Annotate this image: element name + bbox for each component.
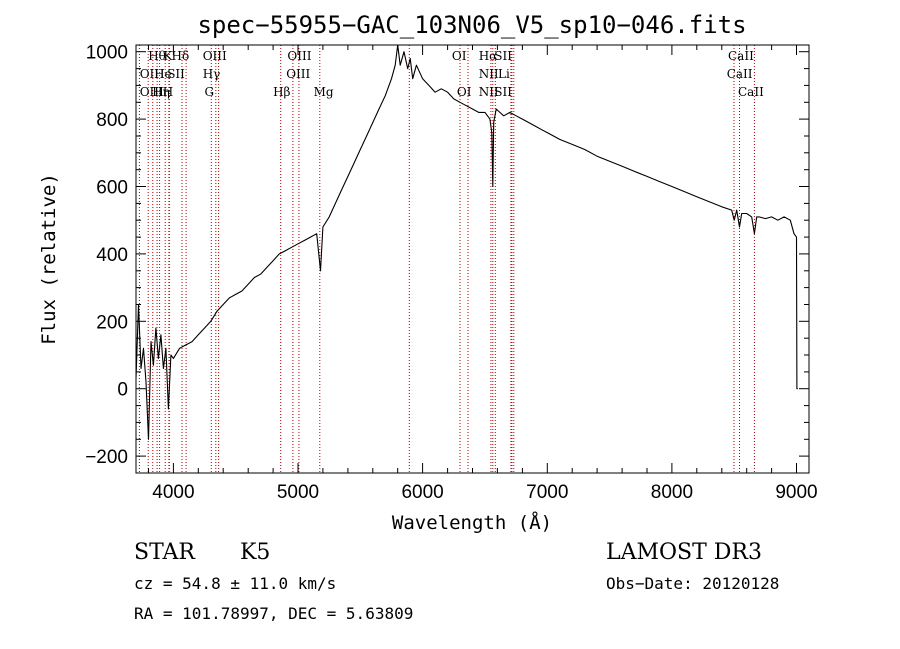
line-marker-label-10: OIII	[203, 49, 227, 63]
obs-date: Obs−Date: 20120128	[606, 574, 779, 593]
line-marker-label-4: Hη	[152, 85, 170, 99]
line-marker-labels: Hθ OII OIII He Hη KIH SII Hδ OIII Hγ G Hβ OIII OIII Mg…	[140, 49, 764, 99]
line-marker-label-20: Hα	[479, 49, 498, 63]
line-marker-label-2: OIII	[140, 85, 164, 99]
line-marker-label-8: SII	[167, 67, 185, 81]
line-marker-label-6: I	[160, 67, 165, 81]
line-marker-label-12: G	[205, 85, 215, 99]
line-marker-label-24: NII	[479, 85, 499, 99]
line-marker-label-9: Hδ	[172, 49, 190, 63]
y-axis-ticks: −200 0 200 400 600 800 1000	[85, 43, 809, 468]
y-tick-label-0: −200	[85, 447, 128, 468]
object-class: STAR	[134, 540, 196, 565]
line-marker-label-28: CaII	[738, 85, 764, 99]
x-tick-label-0: 4000	[152, 482, 194, 503]
chart-title: spec−55955−GAC_103N06_V5_sp10−046.fits	[197, 11, 746, 39]
line-marker-label-25: SII	[494, 85, 512, 99]
line-marker-label-21: SII	[494, 49, 512, 63]
line-marker-label-11: Hγ	[203, 67, 221, 81]
line-marker-label-13: Hβ	[273, 85, 290, 99]
line-marker-label-0: Hθ	[148, 49, 166, 63]
line-marker-label-22: NII	[479, 67, 499, 81]
line-marker-label-26: CaII	[728, 49, 754, 63]
line-marker-label-3: He	[154, 67, 172, 81]
coordinates: RA = 101.78997, DEC = 5.63809	[134, 604, 413, 623]
x-tick-label-5: 9000	[775, 482, 817, 503]
y-axis-label: Flux (relative)	[38, 173, 60, 345]
y-tick-label-1: 0	[117, 380, 128, 401]
line-marker-label-23: Li	[498, 67, 510, 81]
line-marker-label-16: Mg	[314, 85, 334, 99]
spectrum-line	[135, 44, 798, 440]
x-tick-label-3: 7000	[526, 482, 568, 503]
y-tick-label-3: 400	[96, 245, 128, 266]
line-marker-label-19: OI	[457, 85, 472, 99]
line-marker-label-1: OII	[140, 67, 160, 81]
line-marker-label-14: OIII	[287, 49, 311, 63]
y-tick-label-4: 600	[96, 178, 128, 199]
x-tick-label-2: 6000	[401, 482, 443, 503]
redshift-cz: cz = 54.8 ± 11.0 km/s	[134, 574, 336, 593]
y-tick-label-2: 200	[96, 312, 128, 333]
x-tick-label-4: 8000	[651, 482, 693, 503]
x-tick-label-1: 5000	[277, 482, 319, 503]
line-marker-label-5: K	[163, 49, 173, 63]
line-marker-label-27: CaII	[727, 67, 753, 81]
object-subclass: K5	[240, 540, 270, 565]
y-tick-label-6: 1000	[86, 43, 128, 64]
x-axis-ticks: 4000 5000 6000 7000 8000 9000	[148, 45, 818, 503]
survey-name: LAMOST DR3	[606, 540, 762, 565]
x-axis-label: Wavelength (Å)	[392, 511, 552, 534]
line-marker-label-15: OIII	[286, 67, 310, 81]
y-tick-label-5: 800	[96, 110, 128, 131]
line-markers	[138, 45, 755, 473]
line-marker-label-18: OI	[452, 49, 467, 63]
line-marker-label-7: H	[163, 85, 173, 99]
